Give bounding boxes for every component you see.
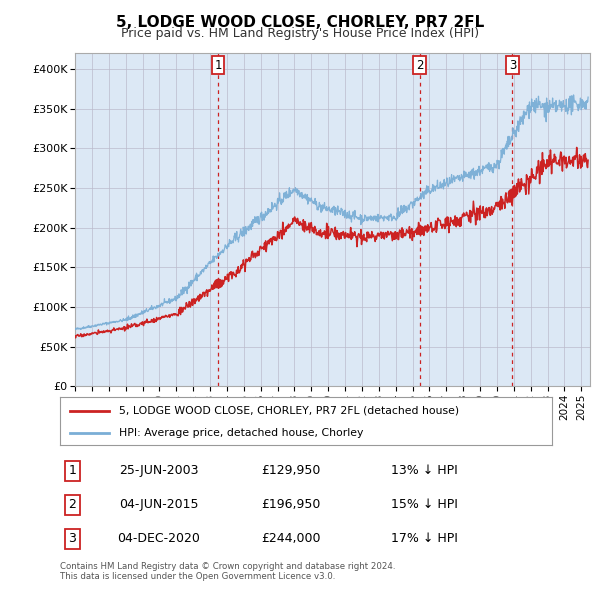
- Text: 13% ↓ HPI: 13% ↓ HPI: [391, 464, 457, 477]
- Text: 5, LODGE WOOD CLOSE, CHORLEY, PR7 2FL (detached house): 5, LODGE WOOD CLOSE, CHORLEY, PR7 2FL (d…: [119, 405, 459, 415]
- Text: 1: 1: [214, 58, 222, 71]
- Text: 04-DEC-2020: 04-DEC-2020: [117, 532, 200, 545]
- Text: 15% ↓ HPI: 15% ↓ HPI: [391, 499, 458, 512]
- Text: 04-JUN-2015: 04-JUN-2015: [119, 499, 198, 512]
- Text: £129,950: £129,950: [262, 464, 321, 477]
- Text: Price paid vs. HM Land Registry's House Price Index (HPI): Price paid vs. HM Land Registry's House …: [121, 27, 479, 40]
- Text: HPI: Average price, detached house, Chorley: HPI: Average price, detached house, Chor…: [119, 428, 364, 438]
- Text: 5, LODGE WOOD CLOSE, CHORLEY, PR7 2FL: 5, LODGE WOOD CLOSE, CHORLEY, PR7 2FL: [116, 15, 484, 30]
- Text: £196,950: £196,950: [262, 499, 321, 512]
- Text: 17% ↓ HPI: 17% ↓ HPI: [391, 532, 458, 545]
- Text: 2: 2: [68, 499, 76, 512]
- Text: 3: 3: [68, 532, 76, 545]
- Text: 25-JUN-2003: 25-JUN-2003: [119, 464, 198, 477]
- Text: 3: 3: [509, 58, 516, 71]
- Text: Contains HM Land Registry data © Crown copyright and database right 2024.
This d: Contains HM Land Registry data © Crown c…: [60, 562, 395, 581]
- Text: 2: 2: [416, 58, 424, 71]
- Text: £244,000: £244,000: [262, 532, 321, 545]
- Text: 1: 1: [68, 464, 76, 477]
